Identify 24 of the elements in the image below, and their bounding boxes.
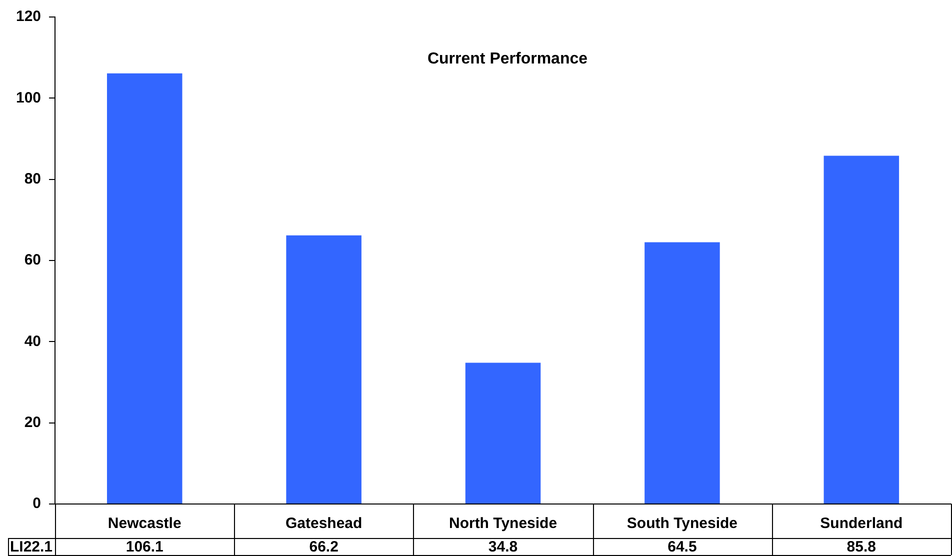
y-tick-label: 60 [24,252,42,269]
y-tick-label: 120 [16,8,42,26]
x-tick-label: North Tyneside [448,515,558,532]
y-tick-label: 80 [24,170,42,188]
y-tick-label: 40 [24,332,42,350]
bar [644,242,720,504]
text: Current Performance [427,50,588,68]
bar [286,235,362,504]
data-label: 106.1 [126,538,164,556]
x-tick-label: Gateshead [285,515,362,532]
data-label: 34.8 [488,538,518,556]
y-tick-label: 100 [16,89,42,106]
y-tick-label: 20 [24,414,42,431]
text: LI22.1 [10,538,53,556]
bar [465,362,541,504]
x-tick-label: South Tyneside [626,515,738,532]
bar [824,156,900,504]
x-tick-label: Sunderland [820,515,903,532]
y-tick-label: 0 [32,495,42,512]
bar [106,73,182,504]
data-label: 66.2 [309,538,338,556]
data-label: 85.8 [846,538,876,556]
data-label: 64.5 [668,538,697,556]
x-tick-label: Newcastle [108,515,182,532]
